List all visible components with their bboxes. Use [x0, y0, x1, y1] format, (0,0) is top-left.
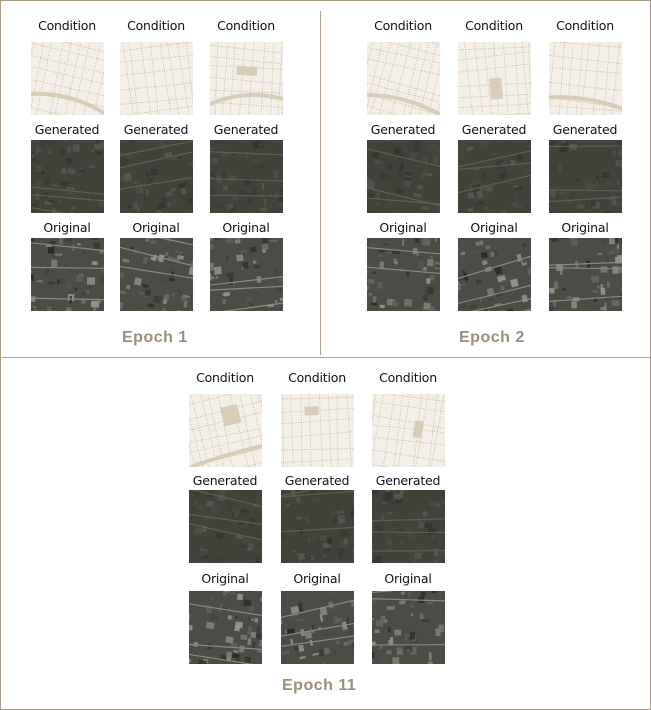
original-image-tile — [458, 238, 531, 311]
condition-label: Condition — [127, 18, 185, 33]
generated-label: Generated — [552, 122, 618, 137]
original-image-tile — [120, 238, 193, 311]
epoch-title: Epoch 1 — [122, 329, 188, 346]
original-image-tile — [372, 591, 445, 664]
condition-label: Condition — [196, 370, 254, 385]
generated-image-tile — [458, 140, 531, 213]
generated-label: Generated — [192, 473, 258, 488]
generated-label: Generated — [123, 122, 189, 137]
vertical-divider — [320, 11, 321, 355]
generated-label: Generated — [370, 122, 436, 137]
epoch-title: Epoch 11 — [282, 677, 357, 694]
original-label: Original — [384, 571, 432, 586]
original-image-tile — [189, 591, 262, 664]
condition-label: Condition — [38, 18, 96, 33]
condition-label: Condition — [374, 18, 432, 33]
original-label: Original — [43, 220, 91, 235]
generated-image-tile — [31, 140, 104, 213]
condition-map-tile — [120, 42, 193, 115]
original-image-tile — [281, 591, 354, 664]
generated-label: Generated — [284, 473, 350, 488]
generated-image-tile — [210, 140, 283, 213]
horizontal-divider — [2, 357, 650, 358]
condition-label: Condition — [288, 370, 346, 385]
epoch-title: Epoch 2 — [459, 329, 525, 346]
generated-image-tile — [120, 140, 193, 213]
condition-map-tile — [458, 42, 531, 115]
generated-image-tile — [372, 490, 445, 563]
panel-epoch-1: Condition Generated Original Condition G… — [1, 1, 320, 357]
original-label: Original — [379, 220, 427, 235]
condition-map-tile — [281, 394, 354, 467]
generated-label: Generated — [461, 122, 527, 137]
original-label: Original — [132, 220, 180, 235]
generated-label: Generated — [34, 122, 100, 137]
condition-map-tile — [372, 394, 445, 467]
condition-map-tile — [367, 42, 440, 115]
original-image-tile — [549, 238, 622, 311]
condition-label: Condition — [217, 18, 275, 33]
original-label: Original — [222, 220, 270, 235]
generated-label: Generated — [375, 473, 441, 488]
original-image-tile — [367, 238, 440, 311]
generated-image-tile — [189, 490, 262, 563]
original-label: Original — [470, 220, 518, 235]
generated-image-tile — [549, 140, 622, 213]
condition-map-tile — [189, 394, 262, 467]
condition-map-tile — [31, 42, 104, 115]
condition-label: Condition — [465, 18, 523, 33]
original-label: Original — [293, 571, 341, 586]
original-image-tile — [210, 238, 283, 311]
panel-epoch-2: Condition Generated Original Condition G… — [321, 1, 650, 357]
original-label: Original — [561, 220, 609, 235]
generated-label: Generated — [213, 122, 279, 137]
original-image-tile — [31, 238, 104, 311]
condition-map-tile — [549, 42, 622, 115]
condition-map-tile — [210, 42, 283, 115]
panel-epoch-11: Condition Generated Original Condition G… — [1, 358, 650, 709]
condition-label: Condition — [556, 18, 614, 33]
generated-image-tile — [367, 140, 440, 213]
condition-label: Condition — [379, 370, 437, 385]
generated-image-tile — [281, 490, 354, 563]
original-label: Original — [201, 571, 249, 586]
